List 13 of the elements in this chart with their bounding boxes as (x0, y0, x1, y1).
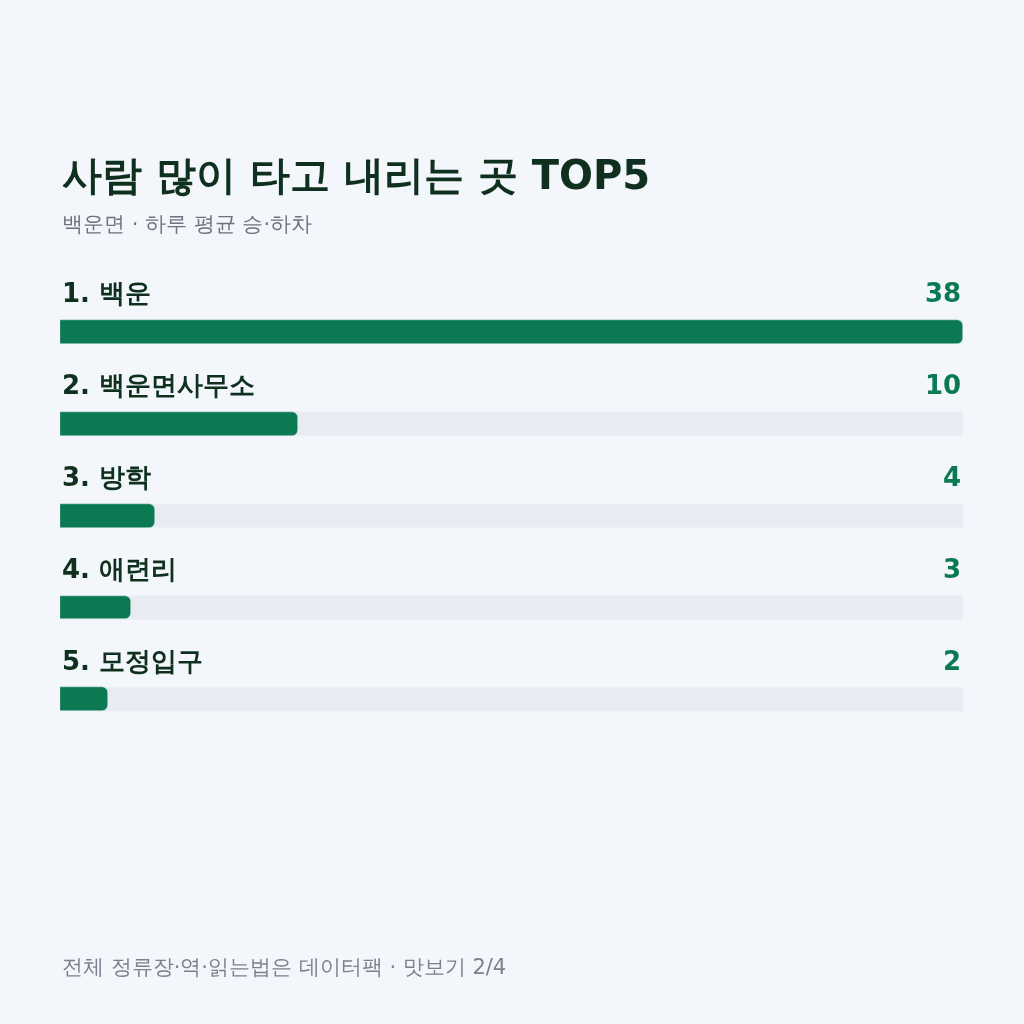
data-label: 38 (925, 278, 962, 308)
data-label: 10 (925, 370, 962, 400)
y-tick-label: 5. 모정입구 (62, 646, 204, 676)
text: 전체 정류장·역·읽는법은 데이터팩 · 맛보기 2/4 (62, 955, 507, 979)
data-label: 2 (943, 646, 962, 676)
y-tick-label: 1. 백운 (62, 278, 152, 308)
chart-title: 사람 많이 타고 내리는 곳 TOP5 (62, 152, 651, 198)
y-tick-label: 2. 백운면사무소 (62, 370, 256, 400)
chart-subtitle: 백운면 · 하루 평균 승·하차 (62, 212, 313, 236)
y-tick-label: 4. 애련리 (62, 554, 178, 584)
y-tick-label: 3. 방학 (62, 462, 152, 492)
data-label: 3 (943, 554, 962, 584)
data-label: 4 (943, 462, 962, 492)
